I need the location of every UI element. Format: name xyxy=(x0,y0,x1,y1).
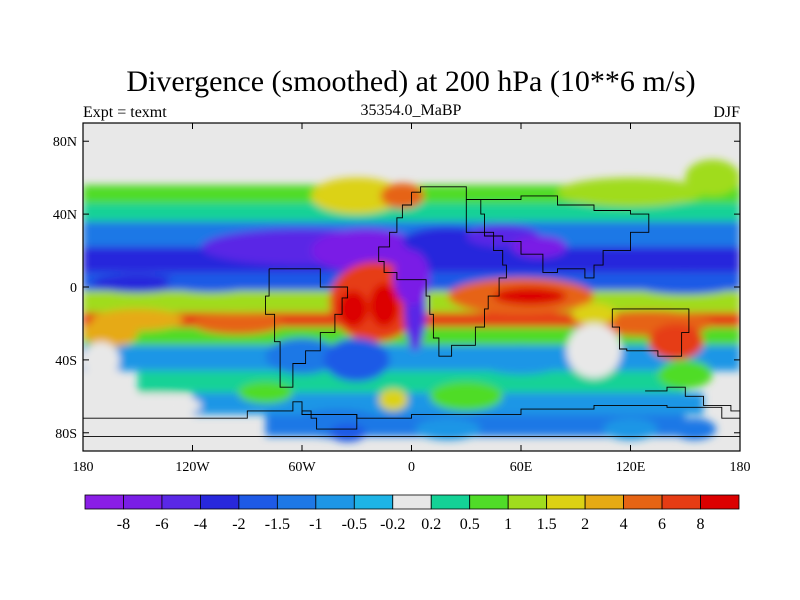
y-tick-label: 40S xyxy=(55,354,77,369)
colorbar-label: -0.5 xyxy=(342,516,367,533)
field-blob xyxy=(311,177,403,215)
field-blob xyxy=(238,381,293,404)
colorbar-label: 1.5 xyxy=(537,516,557,533)
colorbar-swatch xyxy=(661,494,701,510)
field-band xyxy=(83,203,740,222)
field-blob xyxy=(630,272,740,295)
colorbar-label: 1 xyxy=(504,516,512,533)
field-blob xyxy=(603,418,658,441)
season-label: DJF xyxy=(713,104,740,121)
field-blob xyxy=(648,323,704,360)
experiment-label: Expt = texmt xyxy=(83,104,167,121)
field-blob xyxy=(380,183,425,209)
colorbar-swatch xyxy=(84,494,124,510)
field-blob xyxy=(83,317,138,348)
field-blob xyxy=(329,423,366,442)
field-blob xyxy=(475,345,567,375)
y-tick-label: 80N xyxy=(53,135,77,150)
x-tick-label: 0 xyxy=(408,460,415,475)
colorbar-label: -4 xyxy=(194,516,207,533)
colorbar-label: 6 xyxy=(658,516,666,533)
colorbar-label: -0.2 xyxy=(380,516,405,533)
field-blob xyxy=(657,359,713,390)
colorbar-swatch xyxy=(623,494,663,510)
colorbar-label: -2 xyxy=(232,516,245,533)
y-tick-label: 40N xyxy=(53,208,77,223)
field-blob xyxy=(493,287,567,306)
colorbar-label: 0.5 xyxy=(460,516,480,533)
field-blob xyxy=(415,418,481,441)
field-blob xyxy=(92,274,184,293)
x-tick-label: 60E xyxy=(510,460,533,475)
colorbar-label: 2 xyxy=(581,516,589,533)
colorbar-label: 8 xyxy=(697,516,705,533)
coastline xyxy=(83,186,740,437)
field-band xyxy=(83,345,740,371)
colorbar-swatch xyxy=(161,494,201,510)
colorbar-label: -6 xyxy=(155,516,168,533)
coastline-segment xyxy=(378,186,507,357)
field-blob xyxy=(338,290,368,328)
y-tick-label: 0 xyxy=(70,281,77,296)
colorbar-swatch xyxy=(353,494,394,510)
coastline-segment xyxy=(265,268,349,388)
axis-ticks: 180 120W 60W 0 60E 120E 180 80N 40N 0 40S 80S xyxy=(53,123,751,475)
field-blob xyxy=(323,338,390,382)
field-blob xyxy=(685,159,740,196)
colorbar-label: 0.2 xyxy=(421,516,441,533)
colorbar-swatch xyxy=(507,494,548,510)
coastline-segment xyxy=(465,195,650,279)
field-blob xyxy=(393,250,430,306)
field-blob xyxy=(572,303,616,326)
colorbar-label: 4 xyxy=(620,516,628,533)
field-blob xyxy=(566,323,622,379)
field-blob xyxy=(83,341,120,379)
coastline-segment xyxy=(611,308,690,357)
colorbar-swatch xyxy=(584,494,624,510)
colorbar-swatch xyxy=(238,494,278,510)
colorbar-swatch xyxy=(546,494,586,510)
coastline-segment xyxy=(645,386,740,415)
field-blob xyxy=(612,123,740,144)
field-blob xyxy=(192,312,284,335)
field-blob xyxy=(429,381,503,411)
field-blob xyxy=(165,274,257,293)
field-blob xyxy=(557,177,704,207)
x-tick-label: 120W xyxy=(175,460,210,475)
time-label: 35354.0_MaBP xyxy=(361,102,462,119)
field-blob xyxy=(83,123,129,144)
field-blob xyxy=(311,228,421,273)
colorbar-swatch xyxy=(200,494,240,510)
x-tick-label: 180 xyxy=(730,460,751,475)
coastline-segment xyxy=(83,401,740,437)
plot-area: 180 120W 60W 0 60E 120E 180 80N 40N 0 40S 80S xyxy=(53,122,751,475)
field-blob xyxy=(511,235,567,258)
colorbar-swatch xyxy=(700,494,740,510)
field-blob xyxy=(83,418,129,441)
x-tick-label: 120E xyxy=(616,460,646,475)
chart-title: Divergence (smoothed) at 200 hPa (10**6 … xyxy=(126,65,695,98)
colorbar-swatch xyxy=(276,494,317,510)
colorbar-swatch xyxy=(430,494,471,510)
field-blob xyxy=(672,418,717,441)
colorbar-swatch xyxy=(123,494,163,510)
colorbar-swatch xyxy=(469,494,509,510)
coastline-segment xyxy=(301,410,358,430)
colorbar: -8 -6 -4 -2 -1.5 -1 -0.5 -0.2 0.2 0.5 1 1.5 2 4 6 8 xyxy=(84,494,740,533)
x-tick-label: 180 xyxy=(73,460,94,475)
divergence-field xyxy=(83,123,740,442)
colorbar-swatch xyxy=(392,494,432,510)
colorbar-label: -8 xyxy=(117,516,130,533)
colorbar-label: -1 xyxy=(309,516,322,533)
x-tick-label: 60W xyxy=(288,460,316,475)
field-blob xyxy=(369,283,399,328)
colorbar-label: -1.5 xyxy=(265,516,290,533)
field-blob xyxy=(378,389,408,411)
colorbar-swatch xyxy=(315,494,355,510)
field-blob xyxy=(110,394,202,417)
y-tick-label: 80S xyxy=(55,427,77,442)
